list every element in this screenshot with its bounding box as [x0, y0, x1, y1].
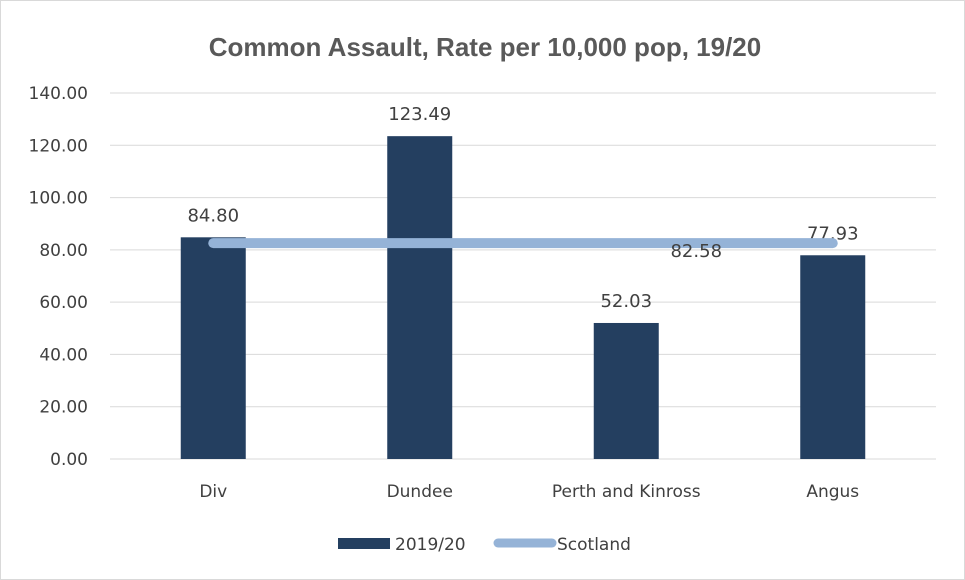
- y-tick-label: 80.00: [39, 241, 88, 261]
- y-tick-label: 60.00: [39, 293, 88, 313]
- y-tick-label: 0.00: [50, 450, 88, 470]
- y-axis: 0.00 20.00 40.00 60.00 80.00 100.00 120.00 140.…: [29, 84, 88, 470]
- line-data-label: 82.58: [670, 241, 722, 262]
- x-tick-label: Perth and Kinross: [552, 482, 701, 502]
- bar: [180, 237, 246, 459]
- legend-swatch-bar: [338, 538, 390, 549]
- bar: [593, 322, 659, 459]
- x-axis: Div Dundee Perth and Kinross Angus: [199, 482, 859, 502]
- y-tick-label: 40.00: [39, 345, 88, 365]
- chart-title: Common Assault, Rate per 10,000 pop, 19/…: [209, 32, 761, 62]
- legend-label: 2019/20: [395, 535, 466, 555]
- x-tick-label: Div: [199, 482, 227, 502]
- x-tick-label: Angus: [806, 482, 859, 502]
- gridlines: [110, 92, 936, 460]
- legend-label: Scotland: [557, 535, 631, 555]
- bar: [800, 255, 866, 459]
- data-label: 84.80: [187, 205, 239, 226]
- bar: [387, 136, 453, 459]
- legend: 2019/20 Scotland: [338, 535, 631, 555]
- data-label: 52.03: [600, 291, 652, 312]
- x-tick-label: Dundee: [387, 482, 453, 502]
- y-tick-label: 120.00: [29, 136, 88, 156]
- data-label: 123.49: [388, 104, 451, 125]
- y-tick-label: 20.00: [39, 398, 88, 418]
- line-series: 82.58: [208, 238, 838, 262]
- y-tick-label: 140.00: [29, 84, 88, 104]
- y-tick-label: 100.00: [29, 189, 88, 209]
